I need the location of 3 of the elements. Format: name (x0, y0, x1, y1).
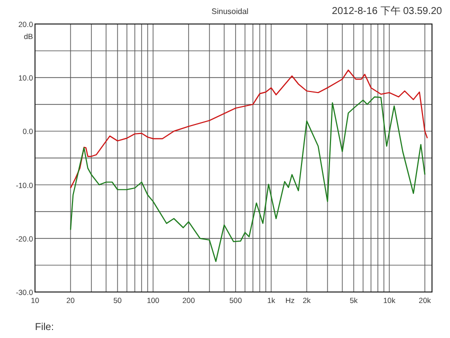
chart-title: Sinusoidal (212, 7, 249, 16)
text: 2012-8-16 下午 03.59.20 (332, 5, 442, 17)
text: File: (35, 322, 54, 333)
